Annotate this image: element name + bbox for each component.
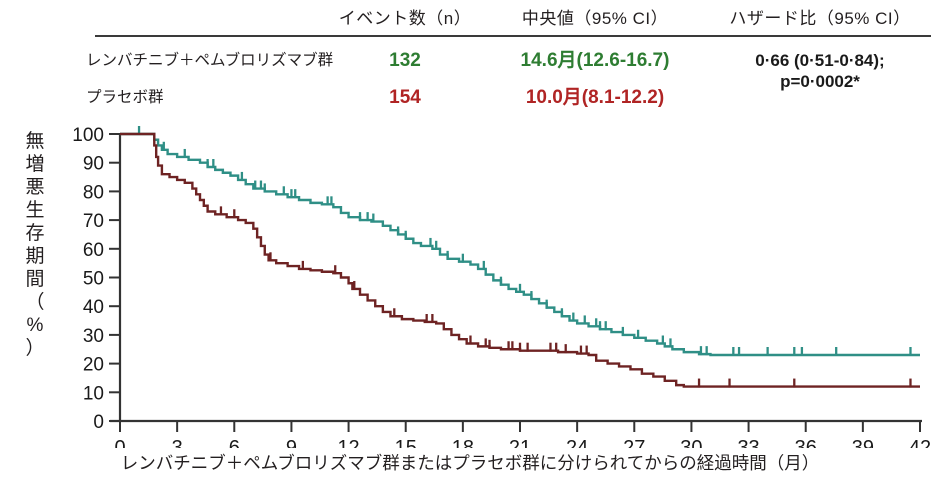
x-axis-ticks: 0 3 6 9 12 15 18 21 24 27 30 33 36 39 42 <box>114 421 931 448</box>
y-axis-title-char: 悪 <box>25 177 45 198</box>
hazard-ratio-estimate: 0·66 (0·51-0·84); <box>755 51 885 70</box>
x-tick-label: 9 <box>286 437 297 448</box>
x-tick-label: 18 <box>452 437 474 448</box>
y-tick-label: 100 <box>72 125 104 146</box>
x-tick-label: 15 <box>395 437 417 448</box>
y-axis-title-char: 増 <box>25 154 45 175</box>
y-tick-label: 0 <box>93 412 104 433</box>
median-pfs-lenvatinib: 14.6月(12.6-16.7) <box>520 50 670 71</box>
y-tick-label: 20 <box>83 355 104 376</box>
y-tick-label: 10 <box>83 383 104 404</box>
y-axis-title-char: 存 <box>25 223 45 244</box>
x-tick-label: 39 <box>852 437 874 448</box>
x-tick-label: 27 <box>623 437 645 448</box>
hazard-ratio-pvalue: p=0·0002* <box>780 72 860 91</box>
x-axis-title: レンバチニブ＋ペムブロリズマブ群またはプラセボ群に分けられてからの経過時間（月） <box>120 453 820 473</box>
axis-lines <box>110 134 922 423</box>
x-tick-label: 0 <box>114 437 125 448</box>
events-count-lenvatinib: 132 <box>389 50 421 71</box>
survival-curve-lenvatinib-pembrolizumab <box>120 132 920 357</box>
y-axis-title: 無増悪生存期間（%） <box>18 130 52 360</box>
y-tick-label: 80 <box>83 182 104 203</box>
y-tick-label: 70 <box>83 211 104 232</box>
x-tick-label: 30 <box>680 437 702 448</box>
x-tick-label: 36 <box>795 437 817 448</box>
hazard-ratio-value: 0·66 (0·51-0·84); p=0·0002* <box>700 50 940 92</box>
y-axis-title-char: % <box>26 315 44 336</box>
x-tick-label: 21 <box>509 437 531 448</box>
median-pfs-placebo: 10.0月(8.1-12.2) <box>525 87 665 108</box>
column-header-median: 中央値（95% CI） <box>521 9 669 28</box>
x-tick-label: 6 <box>229 437 240 448</box>
y-tick-label: 50 <box>83 269 104 290</box>
y-tick-label: 40 <box>83 297 104 318</box>
x-tick-label: 24 <box>566 437 588 448</box>
column-header-hazard-ratio: ハザード比（95% CI） <box>729 9 911 28</box>
group-label-lenvatinib-pembrolizumab: レンバチニブ＋ペムブロリズマブ群 <box>86 52 334 69</box>
x-tick-label: 42 <box>909 437 931 448</box>
y-tick-label: 90 <box>83 154 104 175</box>
y-axis-title-char: （ <box>25 292 45 313</box>
x-tick-label: 3 <box>172 437 183 448</box>
y-axis-ticks: 0 10 20 30 40 50 60 70 80 90 100 <box>72 125 120 433</box>
summary-table: イベント数（n） 中央値（95% CI） ハザード比（95% CI） レンバチニ… <box>0 0 940 122</box>
y-axis-title-char: 間 <box>25 269 45 290</box>
y-tick-label: 60 <box>83 240 104 261</box>
header-divider <box>95 35 931 37</box>
y-axis-title-char: 期 <box>25 246 45 267</box>
column-header-events: イベント数（n） <box>338 9 472 28</box>
y-tick-label: 30 <box>83 326 104 347</box>
group-label-placebo: プラセボ群 <box>86 89 164 106</box>
y-axis-title-char: 生 <box>25 200 45 221</box>
x-tick-label: 33 <box>737 437 759 448</box>
events-count-placebo: 154 <box>389 87 421 108</box>
survival-curves <box>120 126 920 388</box>
y-axis-title-char: 無 <box>25 131 45 152</box>
kaplan-meier-chart: 無増悪生存期間（%） 0 10 20 30 40 50 60 70 80 90 100 0 3 6 9 12… <box>0 118 940 491</box>
x-tick-label: 12 <box>337 437 359 448</box>
y-axis-title-char: ） <box>25 338 45 359</box>
